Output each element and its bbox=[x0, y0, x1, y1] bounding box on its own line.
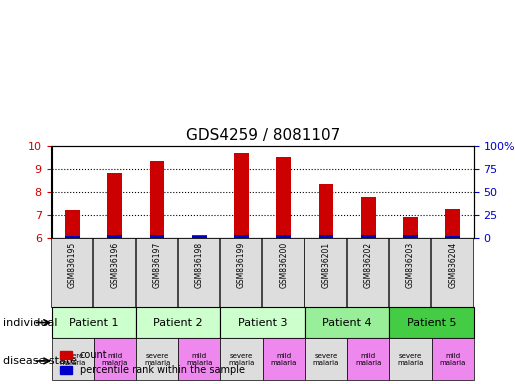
Bar bbox=[319, 184, 333, 238]
Bar bbox=[65, 210, 80, 238]
Bar bbox=[234, 235, 249, 238]
Bar bbox=[361, 235, 375, 238]
Text: GSM836195: GSM836195 bbox=[68, 242, 77, 288]
Bar bbox=[445, 236, 460, 238]
Bar bbox=[150, 161, 164, 238]
FancyBboxPatch shape bbox=[136, 338, 178, 380]
Text: Patient 3: Patient 3 bbox=[238, 318, 287, 328]
Text: Patient 1: Patient 1 bbox=[69, 318, 118, 328]
Text: GSM836199: GSM836199 bbox=[237, 242, 246, 288]
Text: mild
malaria: mild malaria bbox=[355, 353, 382, 366]
FancyBboxPatch shape bbox=[178, 238, 219, 307]
FancyBboxPatch shape bbox=[263, 338, 305, 380]
Bar bbox=[108, 235, 122, 238]
FancyBboxPatch shape bbox=[304, 238, 346, 307]
FancyBboxPatch shape bbox=[389, 338, 432, 380]
FancyBboxPatch shape bbox=[51, 238, 93, 307]
FancyBboxPatch shape bbox=[389, 238, 431, 307]
FancyBboxPatch shape bbox=[93, 238, 135, 307]
Bar bbox=[108, 173, 122, 238]
Bar bbox=[445, 209, 460, 238]
FancyBboxPatch shape bbox=[389, 307, 474, 338]
Text: GSM836197: GSM836197 bbox=[152, 242, 162, 288]
Text: GSM836200: GSM836200 bbox=[279, 242, 288, 288]
Bar bbox=[192, 235, 207, 238]
FancyBboxPatch shape bbox=[347, 338, 389, 380]
Text: GSM836202: GSM836202 bbox=[364, 242, 373, 288]
Text: severe
malaria: severe malaria bbox=[313, 353, 339, 366]
Bar bbox=[403, 235, 418, 238]
Text: Patient 4: Patient 4 bbox=[322, 318, 372, 328]
FancyBboxPatch shape bbox=[262, 238, 304, 307]
Text: GSM836196: GSM836196 bbox=[110, 242, 119, 288]
FancyBboxPatch shape bbox=[305, 307, 389, 338]
FancyBboxPatch shape bbox=[220, 307, 305, 338]
Text: severe
malaria: severe malaria bbox=[144, 353, 170, 366]
FancyBboxPatch shape bbox=[432, 338, 474, 380]
Bar bbox=[361, 197, 375, 238]
Text: mild
malaria: mild malaria bbox=[101, 353, 128, 366]
Bar bbox=[277, 157, 291, 238]
Bar bbox=[319, 235, 333, 238]
FancyBboxPatch shape bbox=[220, 238, 262, 307]
Text: GSM836201: GSM836201 bbox=[321, 242, 331, 288]
FancyBboxPatch shape bbox=[52, 307, 136, 338]
FancyBboxPatch shape bbox=[52, 338, 94, 380]
Bar bbox=[150, 235, 164, 238]
Text: severe
malaria: severe malaria bbox=[397, 353, 424, 366]
Text: disease state: disease state bbox=[3, 356, 77, 366]
FancyBboxPatch shape bbox=[136, 307, 220, 338]
Bar bbox=[192, 236, 207, 238]
FancyBboxPatch shape bbox=[94, 338, 136, 380]
Bar bbox=[277, 235, 291, 238]
FancyBboxPatch shape bbox=[220, 338, 263, 380]
FancyBboxPatch shape bbox=[431, 238, 473, 307]
Text: Patient 2: Patient 2 bbox=[153, 318, 203, 328]
FancyBboxPatch shape bbox=[305, 338, 347, 380]
Legend: count, percentile rank within the sample: count, percentile rank within the sample bbox=[56, 346, 249, 379]
Text: GSM836198: GSM836198 bbox=[195, 242, 204, 288]
FancyBboxPatch shape bbox=[135, 238, 177, 307]
FancyBboxPatch shape bbox=[347, 238, 388, 307]
Bar bbox=[65, 236, 80, 238]
Text: individual: individual bbox=[3, 318, 57, 328]
FancyBboxPatch shape bbox=[178, 338, 220, 380]
Text: GSM836204: GSM836204 bbox=[448, 242, 457, 288]
Text: mild
malaria: mild malaria bbox=[186, 353, 213, 366]
Text: mild
malaria: mild malaria bbox=[270, 353, 297, 366]
Text: severe
malaria: severe malaria bbox=[59, 353, 86, 366]
Text: Patient 5: Patient 5 bbox=[407, 318, 456, 328]
Text: severe
malaria: severe malaria bbox=[228, 353, 255, 366]
Text: mild
malaria: mild malaria bbox=[439, 353, 466, 366]
Bar bbox=[234, 153, 249, 238]
Bar bbox=[403, 217, 418, 238]
Title: GDS4259 / 8081107: GDS4259 / 8081107 bbox=[185, 128, 340, 143]
Text: GSM836203: GSM836203 bbox=[406, 242, 415, 288]
